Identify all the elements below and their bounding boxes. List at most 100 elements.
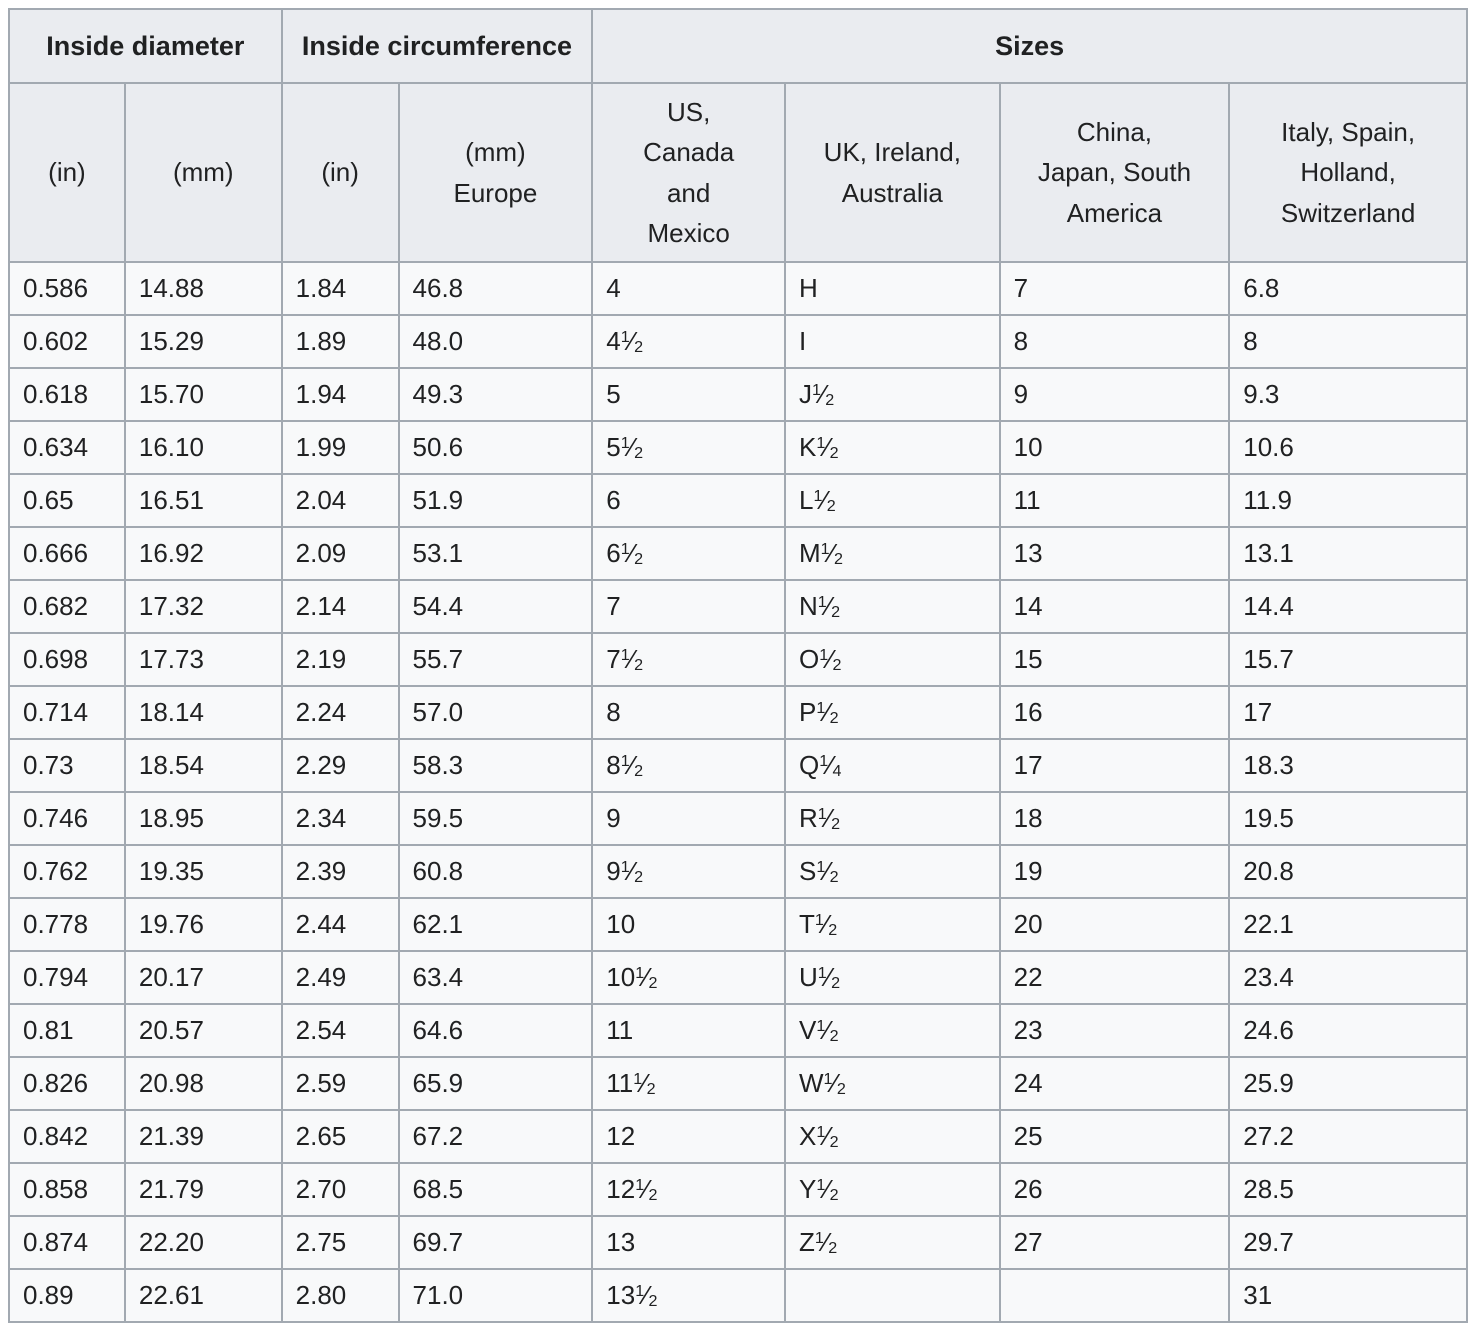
table-cell: 41⁄2 xyxy=(591,314,786,370)
table-cell: 0.586 xyxy=(8,261,126,317)
table-cell: 61⁄2 xyxy=(591,526,786,582)
group-header-cell: Inside circumference xyxy=(280,8,594,84)
table-row: 0.858 21.79 2.70 68.5 121⁄2 Y1⁄2 26 28.5 xyxy=(8,1162,1468,1218)
table-cell: 8 xyxy=(1228,314,1468,370)
table-row: 0.842 21.39 2.65 67.2 12 X1⁄2 25 27.2 xyxy=(8,1109,1468,1165)
table-cell: 28.5 xyxy=(1228,1162,1468,1218)
table-cell: 12 xyxy=(591,1109,786,1165)
table-cell: 27 xyxy=(998,1215,1231,1271)
table-cell: 16 xyxy=(998,685,1231,741)
table-cell: H xyxy=(783,261,1001,317)
table-cell: 0.858 xyxy=(8,1162,126,1218)
table-cell: 2.49 xyxy=(280,950,400,1006)
table-cell: 17.32 xyxy=(123,579,283,635)
table-row: 0.794 20.17 2.49 63.4 101⁄2 U1⁄2 22 23.4 xyxy=(8,950,1468,1006)
table-row: 0.778 19.76 2.44 62.1 10 T1⁄2 20 22.1 xyxy=(8,897,1468,953)
table-cell: 1.84 xyxy=(280,261,400,317)
table-cell: 20.17 xyxy=(123,950,283,1006)
table-cell: R1⁄2 xyxy=(783,791,1001,847)
column-header-cell: (in) xyxy=(8,81,126,264)
ring-size-table: Inside diameter Inside circumference Sizes… xyxy=(8,8,1468,1324)
table-cell: 2.39 xyxy=(280,844,400,900)
table-cell: 10.6 xyxy=(1228,420,1468,476)
table-row: 0.746 18.95 2.34 59.5 9 R1⁄2 18 19.5 xyxy=(8,791,1468,847)
table-cell: 101⁄2 xyxy=(591,950,786,1006)
table-cell: 2.80 xyxy=(280,1268,400,1324)
table-cell: 2.59 xyxy=(280,1056,400,1112)
table-cell: 14.4 xyxy=(1228,579,1468,635)
table-cell: J1⁄2 xyxy=(783,367,1001,423)
table-cell: 55.7 xyxy=(397,632,594,688)
table-cell: 0.666 xyxy=(8,526,126,582)
table-cell: P1⁄2 xyxy=(783,685,1001,741)
column-header-cell: Italy, Spain, Holland, Switzerland xyxy=(1228,81,1468,264)
table-cell: 0.634 xyxy=(8,420,126,476)
table-row: 0.666 16.92 2.09 53.1 61⁄2 M1⁄2 13 13.1 xyxy=(8,526,1468,582)
table-cell: 0.65 xyxy=(8,473,126,529)
table-cell: Z1⁄2 xyxy=(783,1215,1001,1271)
column-header-row: (in) (mm) (in) (mm) Europe US, Canada and Me… xyxy=(8,81,1468,264)
table-cell: 18.95 xyxy=(123,791,283,847)
table-cell: 20.98 xyxy=(123,1056,283,1112)
table-cell: 11.9 xyxy=(1228,473,1468,529)
table-cell: 6.8 xyxy=(1228,261,1468,317)
table-cell: 26 xyxy=(998,1162,1231,1218)
table-cell: 9.3 xyxy=(1228,367,1468,423)
table-cell: 29.7 xyxy=(1228,1215,1468,1271)
table-cell: 11 xyxy=(998,473,1231,529)
table-cell: 0.826 xyxy=(8,1056,126,1112)
table-cell: 0.682 xyxy=(8,579,126,635)
table-cell: 14 xyxy=(998,579,1231,635)
table-cell: 17 xyxy=(998,738,1231,794)
table-cell: 10 xyxy=(591,897,786,953)
table-row: 0.634 16.10 1.99 50.6 51⁄2 K1⁄2 10 10.6 xyxy=(8,420,1468,476)
table-cell: 15.7 xyxy=(1228,632,1468,688)
group-header-row: Inside diameter Inside circumference Sizes xyxy=(8,8,1468,84)
table-cell: 5 xyxy=(591,367,786,423)
table-row: 0.89 22.61 2.80 71.0 131⁄2 31 xyxy=(8,1268,1468,1324)
table-cell: 62.1 xyxy=(397,897,594,953)
table-cell: 67.2 xyxy=(397,1109,594,1165)
table-cell: 0.89 xyxy=(8,1268,126,1324)
table-cell: 21.79 xyxy=(123,1162,283,1218)
table-cell: 2.65 xyxy=(280,1109,400,1165)
table-cell: 24.6 xyxy=(1228,1003,1468,1059)
column-header-cell: (mm) xyxy=(123,81,283,264)
table-cell: 0.778 xyxy=(8,897,126,953)
table-cell: 8 xyxy=(998,314,1231,370)
table-cell: 18.3 xyxy=(1228,738,1468,794)
table-cell: 2.24 xyxy=(280,685,400,741)
table-cell: O1⁄2 xyxy=(783,632,1001,688)
table-cell: 15 xyxy=(998,632,1231,688)
table-row: 0.65 16.51 2.04 51.9 6 L1⁄2 11 11.9 xyxy=(8,473,1468,529)
table-cell: 9 xyxy=(591,791,786,847)
table-cell: 7 xyxy=(998,261,1231,317)
table-cell: 69.7 xyxy=(397,1215,594,1271)
column-header-cell: UK, Ireland, Australia xyxy=(783,81,1001,264)
column-header-cell: China, Japan, South America xyxy=(998,81,1231,264)
table-cell: Y1⁄2 xyxy=(783,1162,1001,1218)
table-body: 0.586 14.88 1.84 46.8 4 H 7 6.8 0.602 15.29 1.89 48… xyxy=(8,261,1468,1324)
table-row: 0.602 15.29 1.89 48.0 41⁄2 I 8 8 xyxy=(8,314,1468,370)
table-cell: T1⁄2 xyxy=(783,897,1001,953)
table-cell: 57.0 xyxy=(397,685,594,741)
table-cell: 2.75 xyxy=(280,1215,400,1271)
table-row: 0.874 22.20 2.75 69.7 13 Z1⁄2 27 29.7 xyxy=(8,1215,1468,1271)
table-cell: 1.94 xyxy=(280,367,400,423)
table-row: 0.714 18.14 2.24 57.0 8 P1⁄2 16 17 xyxy=(8,685,1468,741)
table-row: 0.618 15.70 1.94 49.3 5 J1⁄2 9 9.3 xyxy=(8,367,1468,423)
table-cell: 49.3 xyxy=(397,367,594,423)
table-cell: 0.874 xyxy=(8,1215,126,1271)
table-cell: 6 xyxy=(591,473,786,529)
group-header-cell: Inside diameter xyxy=(8,8,283,84)
table-cell: 65.9 xyxy=(397,1056,594,1112)
table-cell: 8 xyxy=(591,685,786,741)
table-cell: 15.29 xyxy=(123,314,283,370)
column-header-cell: (in) xyxy=(280,81,400,264)
table-cell: 0.714 xyxy=(8,685,126,741)
table-cell: 2.09 xyxy=(280,526,400,582)
table-cell: 91⁄2 xyxy=(591,844,786,900)
table-cell: 24 xyxy=(998,1056,1231,1112)
table-cell: 68.5 xyxy=(397,1162,594,1218)
table-cell: 121⁄2 xyxy=(591,1162,786,1218)
